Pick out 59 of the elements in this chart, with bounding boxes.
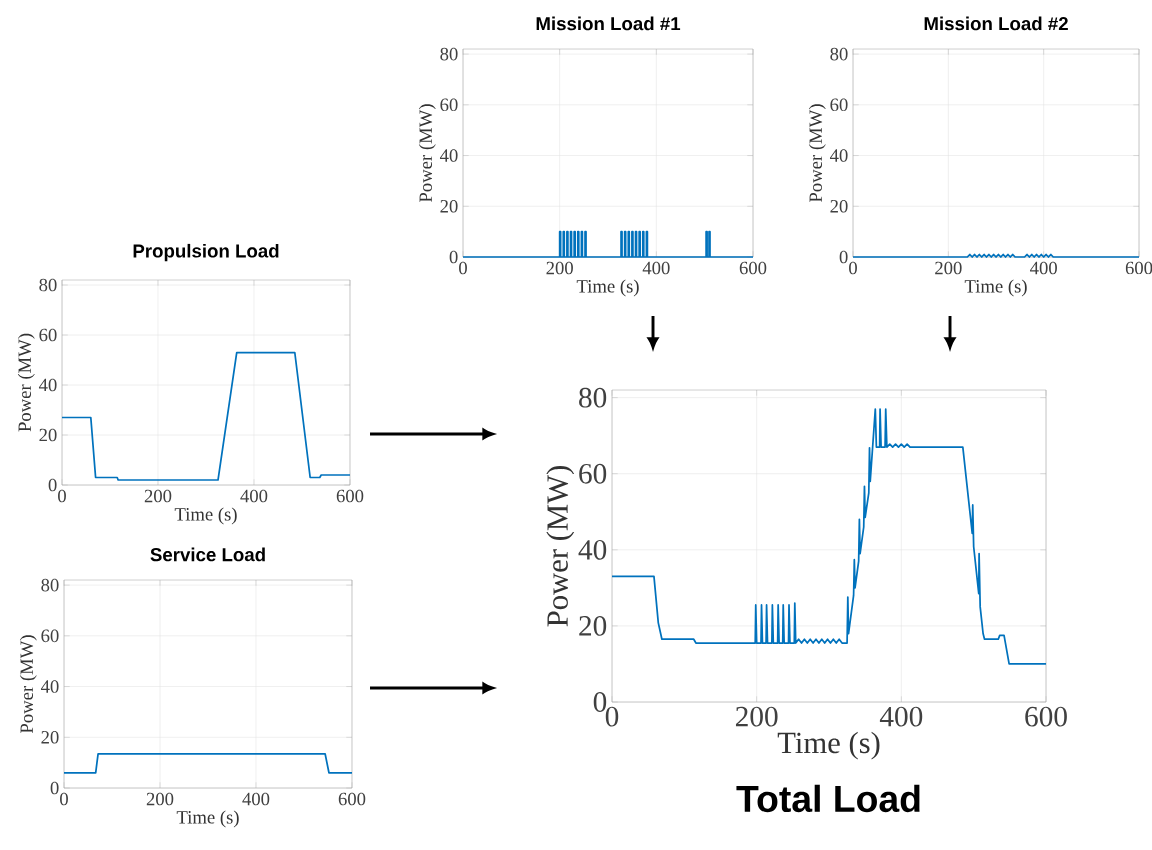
y-tick-label: 60 [830, 98, 848, 112]
x-tick-label: 400 [240, 489, 268, 503]
x-tick-label: 600 [1125, 261, 1152, 275]
chart-title: Mission Load #1 [536, 16, 681, 31]
y-tick-label: 40 [40, 680, 59, 693]
x-tick-label: 400 [879, 706, 923, 727]
x-axis-title: Time (s) [777, 731, 880, 760]
y-tick-label: 60 [579, 463, 607, 484]
x-tick-label: 600 [336, 489, 364, 503]
x-tick-label: 600 [739, 261, 767, 275]
x-axis-title: Time (s) [176, 810, 239, 828]
x-tick-label: 600 [1025, 706, 1067, 727]
y-tick-label: 80 [440, 47, 458, 61]
y-tick-label: 0 [593, 692, 607, 712]
x-tick-label: 200 [735, 706, 778, 727]
x-tick-label: 400 [1030, 261, 1057, 275]
y-tick-label: 60 [440, 98, 458, 112]
y-tick-label: 60 [41, 629, 59, 643]
chart-title: Mission Load #2 [924, 16, 1068, 31]
y-tick-label: 20 [830, 199, 848, 213]
y-tick-label: 60 [39, 328, 57, 342]
y-axis-title: Power (MW) [546, 466, 575, 627]
y-tick-label: 40 [829, 149, 848, 162]
x-tick-label: 0 [459, 261, 467, 275]
x-tick-label: 200 [144, 489, 172, 503]
y-tick-label: 80 [830, 47, 848, 61]
x-tick-label: 0 [60, 792, 68, 806]
x-tick-label: 200 [146, 792, 174, 806]
x-axis-title: Time (s) [964, 279, 1027, 297]
chart-title: Propulsion Load [133, 243, 279, 262]
y-axis-title: Power (MW) [418, 104, 436, 202]
chart-title: Service Load [150, 547, 265, 562]
y-tick-label: 40 [439, 149, 458, 162]
y-tick-label: 20 [41, 730, 59, 744]
y-tick-label: 80 [41, 578, 59, 592]
line-series [61, 351, 351, 481]
x-tick-label: 200 [546, 261, 573, 275]
y-tick-label: 0 [839, 250, 848, 264]
y-tick-label: 0 [48, 478, 57, 492]
y-tick-label: 20 [39, 428, 57, 442]
x-tick-label: 600 [338, 792, 366, 806]
y-tick-label: 80 [39, 278, 57, 292]
y-tick-label: 0 [449, 250, 458, 264]
x-tick-label: 200 [935, 261, 962, 275]
x-tick-label: 400 [242, 792, 270, 806]
x-axis-title: Time (s) [174, 507, 237, 525]
y-axis-title: Power (MW) [808, 104, 826, 202]
y-axis-title: Power (MW) [17, 333, 35, 432]
x-axis-title: Time (s) [576, 279, 639, 297]
y-tick-label: 20 [440, 199, 458, 213]
text: Total Load [736, 784, 920, 813]
y-axis-title: Power (MW) [19, 635, 37, 733]
y-tick-label: 40 [38, 378, 57, 392]
x-tick-label: 0 [849, 261, 857, 275]
y-tick-label: 40 [578, 539, 607, 560]
y-tick-label: 0 [50, 781, 59, 795]
y-tick-label: 20 [579, 616, 607, 636]
x-tick-label: 400 [642, 261, 670, 275]
y-tick-label: 80 [579, 387, 607, 408]
